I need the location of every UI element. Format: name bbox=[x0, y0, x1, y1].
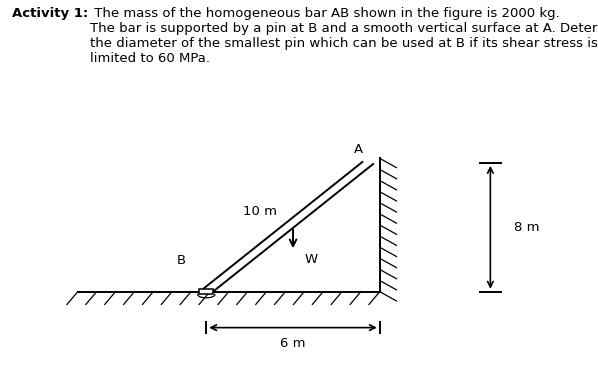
Bar bbox=[199, 289, 213, 294]
Text: 8 m: 8 m bbox=[514, 221, 540, 234]
Text: B: B bbox=[176, 254, 185, 267]
Text: The mass of the homogeneous bar AB shown in the figure is 2000 kg.
The bar is su: The mass of the homogeneous bar AB shown… bbox=[90, 7, 598, 65]
Text: A: A bbox=[354, 143, 364, 156]
Text: Activity 1:: Activity 1: bbox=[12, 7, 89, 21]
Text: W: W bbox=[305, 254, 318, 266]
Text: 6 m: 6 m bbox=[280, 337, 306, 350]
Text: 10 m: 10 m bbox=[243, 205, 277, 218]
